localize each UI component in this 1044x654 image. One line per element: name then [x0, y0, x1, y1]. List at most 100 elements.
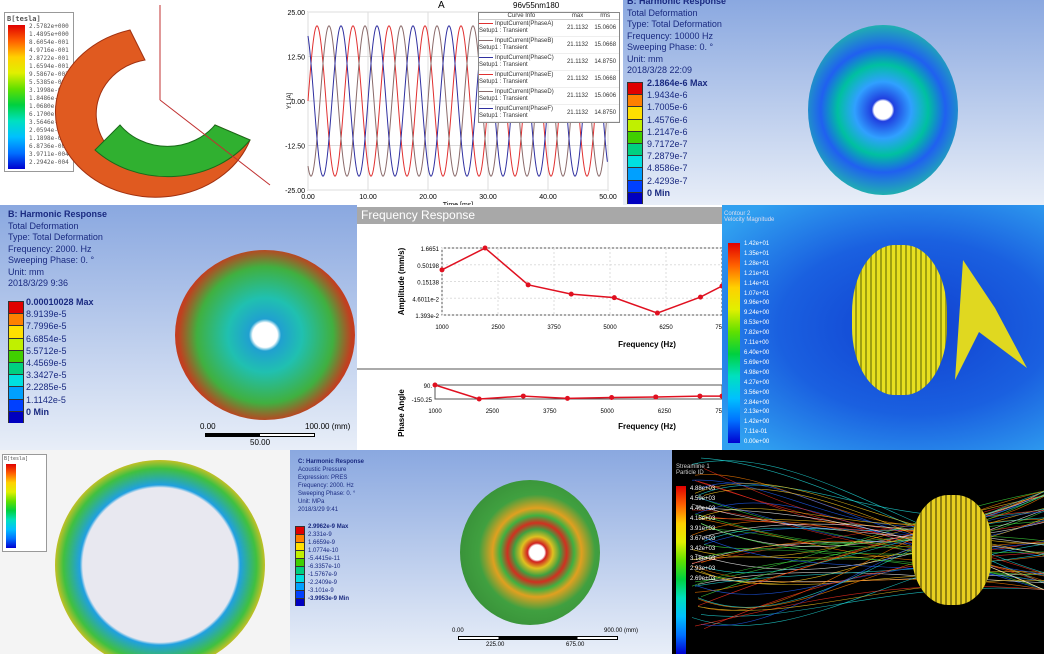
series-rms: 14.8750: [594, 59, 617, 65]
scale-left: 0.00: [200, 422, 216, 431]
series-setup: Setup1 : Transient: [479, 45, 528, 51]
amplitude-point: [482, 245, 488, 251]
streamline-panel: Streamline 1 Particle ID 4.88e+03 4.59e+03…: [672, 450, 1044, 654]
legend-level: 3.67e+03: [690, 536, 716, 542]
legend-level: 9.24e+00: [744, 310, 770, 317]
curve-name: InputCurrent(PhaseD) Setup1 : Transient: [479, 89, 564, 103]
legend-level: 2.0594e-003: [29, 127, 69, 134]
legend-row: InputCurrent(PhaseC) Setup1 : Transient 21…: [479, 54, 619, 71]
legend-level: 1.6659e-9: [308, 540, 336, 546]
info-line: Frequency: 2000. Hz: [298, 483, 354, 489]
legend-level: 1.07e+01: [744, 290, 770, 297]
legend-levels: 0.00010028 Max 8.9139e-5 7.7996e-5 6.6854e-…: [26, 296, 94, 418]
legend-level: 4.88e+03: [690, 486, 716, 492]
legend-levels: 1.42e+01 1.35e+01 1.28e+01 1.21e+01 1.14e+01…: [744, 240, 769, 448]
amplitude-point: [439, 267, 445, 273]
phase-point: [564, 395, 570, 401]
series-name: InputCurrent(PhaseF): [495, 106, 554, 112]
amplitude-point: [654, 310, 660, 316]
curve-name: InputCurrent(PhaseC) Setup1 : Transient: [479, 55, 564, 69]
legend-level: 7.11e+00: [744, 340, 769, 347]
y-axis-label: Phase Angle: [397, 389, 406, 437]
series-rms: 15.0606: [594, 93, 617, 99]
legend-level: 9.5867e-002: [29, 71, 69, 78]
wheel-model: [808, 25, 958, 195]
acoustic-pressure-panel: C: Harmonic Response Acoustic Pressure Exp…: [290, 450, 672, 654]
panel-header: Frequency Response: [357, 207, 722, 224]
legend-level: 0.00e+00: [744, 439, 770, 446]
legend-level: 9.7172e-7: [647, 139, 688, 150]
color-bar: [728, 243, 740, 443]
curve-name: InputCurrent(PhaseF) Setup1 : Transient: [479, 106, 564, 120]
color-band: [295, 534, 305, 542]
series-name: InputCurrent(PhaseA): [495, 21, 554, 27]
cfd-velocity-panel: Contour 2 Velocity Magnitude 1.42e+01 1.35…: [722, 205, 1044, 450]
legend-level: 1.14e+01: [744, 280, 770, 287]
color-band: [627, 191, 643, 204]
series-name: InputCurrent(PhaseE): [495, 72, 554, 78]
x-tick-label: 2500: [491, 325, 505, 331]
color-band: [627, 142, 643, 156]
streamlines: [691, 457, 1044, 630]
series-max: 21.1132: [566, 76, 589, 82]
legend-level: 1.0680e-002: [29, 103, 69, 110]
phase-plot-area: [434, 384, 722, 400]
legend-level: 1.1142e-5: [26, 394, 66, 405]
x-tick-label: 7500: [715, 409, 722, 415]
fan-model: [852, 245, 947, 395]
curve-name: InputCurrent(PhaseA) Setup1 : Transient: [479, 21, 564, 35]
info-line: Unit: mm: [627, 53, 663, 64]
info-line: Frequency: 10000 Hz: [627, 30, 714, 41]
series-swatch: [479, 22, 493, 24]
streamline: [694, 474, 1044, 527]
legend-level: 5.69e+00: [744, 359, 770, 366]
phase-point: [609, 395, 615, 401]
legend-level: -3.101e-9: [308, 588, 334, 594]
legend-level: 1.7005e-6: [647, 102, 688, 113]
series-swatch: [479, 56, 493, 58]
y-tick-label: 1.393e-2: [415, 314, 439, 320]
result-title: C: Harmonic Response: [298, 459, 365, 465]
color-band: [295, 574, 305, 582]
legend-level: 2.2285e-5: [26, 382, 67, 393]
legend-row: InputCurrent(PhaseD) Setup1 : Transient 21…: [479, 88, 619, 105]
legend-level: 1.35e+01: [744, 250, 770, 257]
legend-level: 6.40e+00: [744, 349, 770, 356]
legend-level: 2.2942e-004: [29, 159, 69, 166]
legend-level: 7.2879e-7: [647, 151, 688, 162]
frequency-response-panel: Frequency Response 1.6651 0.50198 0.15138 4…: [357, 205, 722, 450]
legend-level: 2.5782e+000: [29, 23, 69, 30]
y-tick-label: 0.15138: [417, 281, 439, 287]
x-tick-label: 20.00: [419, 194, 437, 201]
series-swatch: [479, 73, 493, 75]
title-line: Particle ID: [676, 470, 704, 476]
amplitude-point: [697, 294, 703, 300]
x-tick-label: 30.00: [479, 194, 497, 201]
legend-row: InputCurrent(PhaseB) Setup1 : Transient 21…: [479, 37, 619, 54]
legend-level: 2.13e+00: [744, 409, 770, 416]
legend-levels: 4.88e+03 4.59e+03 4.40e+03 4.15e+03 3.91e+03…: [690, 484, 715, 584]
flux-legend: B[tesla]: [2, 454, 47, 552]
amplitude-point: [611, 295, 617, 301]
color-band: [8, 349, 24, 362]
y-tick-label: 0.00: [291, 99, 305, 106]
stator-field-panel: B[tesla]: [0, 450, 290, 654]
legend-level: 6.6854e-5: [26, 333, 67, 344]
legend-level: 1.28e+01: [744, 260, 770, 267]
legend-level: 4.8586e-7: [647, 163, 688, 174]
series-max: 21.1132: [566, 25, 589, 31]
phase-point: [520, 393, 526, 399]
legend-level: -1.5767e-9: [308, 572, 338, 578]
streamline: [694, 585, 1044, 627]
streamline: [703, 552, 1044, 630]
x-tick-label: 40.00: [539, 194, 557, 201]
title-line: Contour 2: [724, 211, 751, 217]
result-info: B: Harmonic Response Total Deformation Typ…: [627, 0, 726, 77]
x-tick-label: 5000: [603, 325, 617, 331]
color-band: [627, 94, 643, 107]
disc-model: [460, 480, 600, 625]
series-line: [307, 25, 608, 177]
phase-line: [434, 384, 722, 400]
legend-level: 8.6054e-001: [29, 39, 69, 46]
scale-bar: [205, 433, 315, 437]
